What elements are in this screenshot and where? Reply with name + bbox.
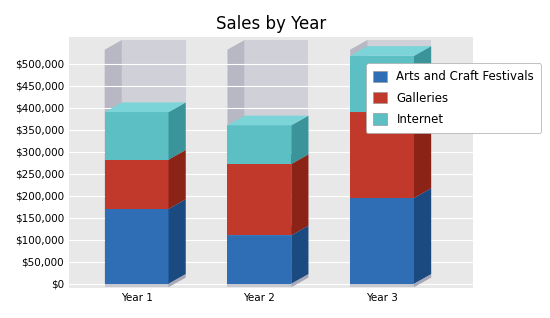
Polygon shape — [350, 188, 431, 198]
Polygon shape — [245, 40, 309, 274]
Polygon shape — [350, 274, 431, 284]
Polygon shape — [104, 284, 168, 287]
Polygon shape — [228, 164, 292, 235]
Polygon shape — [104, 102, 186, 112]
Polygon shape — [350, 40, 367, 284]
Polygon shape — [168, 150, 186, 209]
Polygon shape — [350, 56, 414, 112]
Polygon shape — [350, 102, 431, 112]
Polygon shape — [228, 40, 245, 284]
Polygon shape — [350, 198, 414, 284]
Polygon shape — [228, 274, 309, 284]
Polygon shape — [104, 199, 186, 209]
Polygon shape — [414, 274, 431, 287]
Polygon shape — [168, 199, 186, 284]
Polygon shape — [350, 284, 414, 287]
Legend: Arts and Craft Festivals, Galleries, Internet: Arts and Craft Festivals, Galleries, Int… — [366, 63, 541, 133]
Polygon shape — [350, 112, 414, 198]
Polygon shape — [414, 102, 431, 198]
Polygon shape — [104, 209, 168, 284]
Polygon shape — [292, 274, 309, 287]
Polygon shape — [228, 125, 292, 164]
Polygon shape — [168, 102, 186, 160]
Polygon shape — [122, 40, 186, 274]
Title: Sales by Year: Sales by Year — [216, 15, 326, 33]
Polygon shape — [104, 40, 122, 284]
Polygon shape — [104, 160, 168, 209]
Polygon shape — [292, 226, 309, 284]
Polygon shape — [228, 235, 292, 284]
Polygon shape — [414, 188, 431, 284]
Polygon shape — [414, 46, 431, 112]
Polygon shape — [168, 274, 186, 287]
Polygon shape — [350, 46, 431, 56]
Polygon shape — [228, 154, 309, 164]
Polygon shape — [292, 116, 309, 164]
Polygon shape — [367, 40, 431, 274]
Polygon shape — [228, 226, 309, 235]
Polygon shape — [228, 284, 292, 287]
Polygon shape — [228, 116, 309, 125]
Polygon shape — [104, 274, 186, 284]
Polygon shape — [292, 154, 309, 235]
Polygon shape — [104, 112, 168, 160]
Polygon shape — [104, 150, 186, 160]
